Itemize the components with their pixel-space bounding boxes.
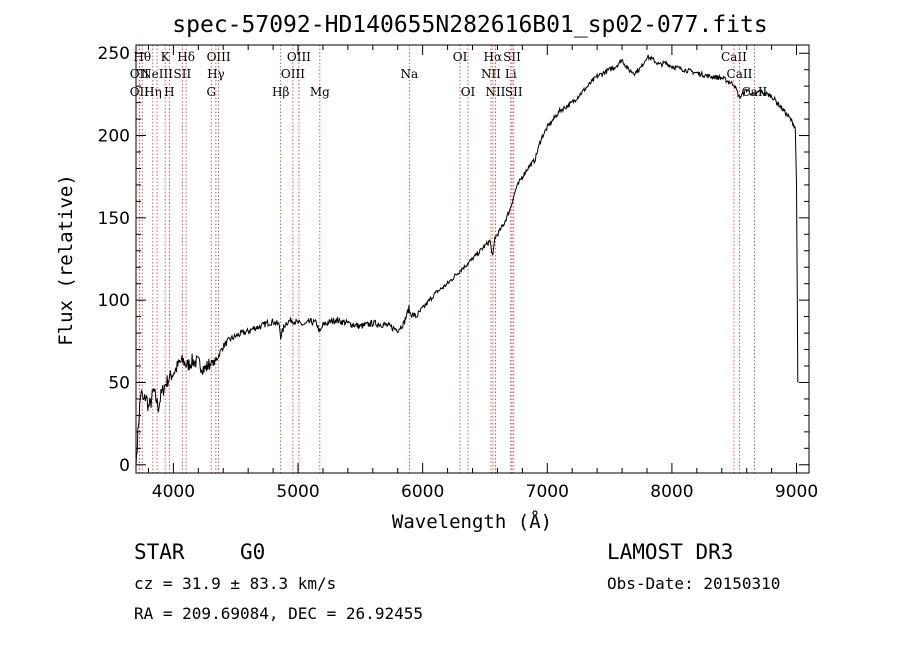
line-label-11: OIII <box>207 50 231 64</box>
line-label-14: OIII <box>287 50 311 64</box>
line-label-21: NII <box>485 85 505 99</box>
line-label-4: NeIII <box>141 67 173 81</box>
spectral-line-markers: HθOIIOIIHηNeIIIKHSIIHδGHγOIIIHβOIIIOIIIM… <box>130 45 768 473</box>
line-label-12: Hβ <box>272 85 289 99</box>
line-label-9: G <box>206 85 216 99</box>
x-tick-label-2: 6000 <box>401 482 444 502</box>
y-tick-label-0: 0 <box>119 456 130 476</box>
x-tick-label-1: 5000 <box>276 482 319 502</box>
line-label-22: Li <box>505 67 517 81</box>
survey-name: LAMOST DR3 <box>607 540 734 564</box>
line-label-7: SII <box>174 67 192 81</box>
chart-title: spec-57092-HD140655N282616B01_sp02-077.f… <box>172 12 767 38</box>
y-axis-ticks: 0 50 100 150 200 250 <box>98 44 809 476</box>
line-label-6: H <box>164 85 174 99</box>
x-tick-label-3: 7000 <box>526 482 569 502</box>
redshift-cz: cz = 31.9 ± 83.3 km/s <box>134 574 337 593</box>
y-axis-label: Flux (relative) <box>55 174 77 346</box>
y-tick-label-3: 150 <box>98 209 130 229</box>
observation-date: Obs-Date: 20150310 <box>607 574 781 593</box>
y-tick-label-2: 100 <box>98 291 130 311</box>
line-label-27: CaII <box>741 85 767 99</box>
line-label-24: SII <box>505 85 523 99</box>
line-label-15: Mg <box>310 85 330 99</box>
x-axis-label: Wavelength (Å) <box>392 510 552 533</box>
line-label-18: OI <box>461 85 476 99</box>
line-label-10: Hγ <box>207 67 225 81</box>
sky-coordinates: RA = 209.69084, DEC = 26.92455 <box>134 604 423 623</box>
line-label-23: SII <box>503 50 521 64</box>
line-label-3: Hη <box>144 85 162 99</box>
line-label-19: NII <box>481 67 501 81</box>
line-label-2: OII <box>130 85 150 99</box>
y-tick-label-5: 250 <box>98 44 130 64</box>
x-tick-label-4: 8000 <box>650 482 693 502</box>
line-label-25: CaII <box>721 50 747 64</box>
object-subclass: G0 <box>240 540 266 564</box>
y-tick-label-4: 200 <box>98 127 130 147</box>
spectrum-series <box>135 54 799 465</box>
line-label-13: OIII <box>281 67 305 81</box>
line-label-20: Hα <box>484 50 503 64</box>
object-class: STAR <box>134 540 185 564</box>
line-label-17: OI <box>453 50 468 64</box>
line-label-8: Hδ <box>177 50 195 64</box>
y-tick-label-1: 50 <box>108 373 130 393</box>
line-label-5: K <box>161 50 171 64</box>
line-label-26: CaII <box>727 67 753 81</box>
line-label-16: Na <box>400 67 418 81</box>
x-tick-label-5: 9000 <box>775 482 818 502</box>
x-axis-ticks: 4000 5000 6000 7000 8000 9000 <box>147 45 818 502</box>
x-tick-label-0: 4000 <box>152 482 195 502</box>
spectrum-line <box>135 54 799 465</box>
